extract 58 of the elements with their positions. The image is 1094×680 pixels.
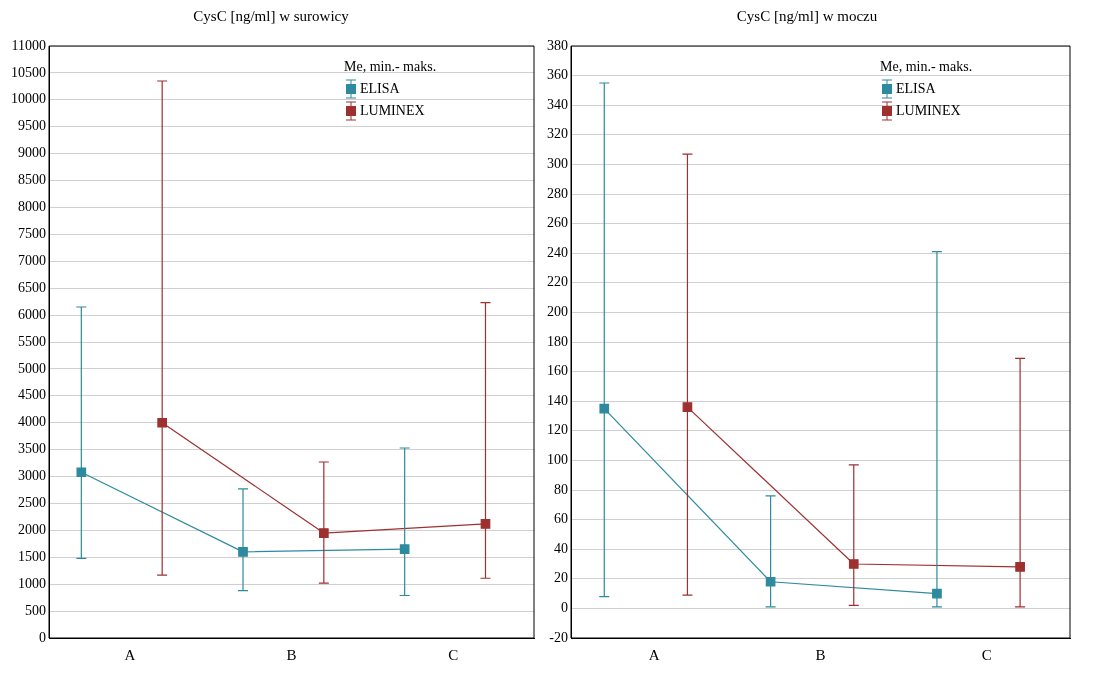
- y-tick-label: 11000: [11, 37, 46, 53]
- y-tick-label: 180: [547, 333, 568, 349]
- y-tick-label: 8500: [18, 172, 46, 188]
- y-tick-label: 140: [547, 392, 568, 408]
- y-tick-label: 7000: [18, 252, 46, 268]
- y-tick-label: 8000: [18, 199, 46, 215]
- y-tick-label: 240: [547, 244, 568, 260]
- legend-title: Me, min.- maks.: [344, 58, 437, 76]
- y-tick-label: 3500: [18, 441, 46, 457]
- x-tick-label: C: [448, 646, 459, 663]
- x-tick-label: B: [286, 646, 297, 663]
- x-tick-label: A: [648, 646, 660, 663]
- y-tick-label: 360: [547, 67, 568, 83]
- y-tick-label: 80: [554, 481, 568, 497]
- y-tick-label: 60: [554, 511, 568, 527]
- y-tick-label: 4500: [18, 387, 46, 403]
- y-tick-label: 1000: [18, 575, 46, 591]
- y-tick-label: 3000: [18, 468, 46, 484]
- y-tick-label: 160: [547, 363, 568, 379]
- x-tick-label: C: [981, 646, 992, 663]
- y-tick-label: 200: [547, 304, 568, 320]
- y-tick-label: 9500: [18, 118, 46, 134]
- chart-title: CysC [ng/ml] w moczu: [736, 7, 878, 24]
- y-tick-label: 220: [547, 274, 568, 290]
- legend-title: Me, min.- maks.: [880, 58, 973, 76]
- y-tick-label: 1500: [18, 548, 46, 564]
- legend-label: ELISA: [896, 80, 936, 98]
- y-tick-label: 260: [547, 215, 568, 231]
- y-tick-label: 6000: [18, 306, 46, 322]
- y-tick-label: 500: [25, 602, 46, 618]
- x-tick-label: B: [815, 646, 826, 663]
- y-tick-label: 280: [547, 185, 568, 201]
- y-tick-label: 4000: [18, 414, 46, 430]
- y-tick-label: 10500: [11, 64, 46, 80]
- legend-label: LUMINEX: [360, 102, 425, 120]
- y-tick-label: 100: [547, 452, 568, 468]
- y-tick-label: 380: [547, 37, 568, 53]
- y-tick-label: 300: [547, 156, 568, 172]
- y-tick-label: 0: [39, 629, 46, 645]
- y-tick-label: 320: [547, 126, 568, 142]
- y-tick-label: 2000: [18, 522, 46, 538]
- y-tick-label: 5500: [18, 333, 46, 349]
- y-tick-label: 120: [547, 422, 568, 438]
- y-tick-label: 2500: [18, 495, 46, 511]
- x-tick-label: A: [124, 646, 136, 663]
- y-tick-label: 340: [547, 96, 568, 112]
- y-tick-label: 0: [561, 600, 568, 616]
- y-tick-label: -20: [549, 629, 568, 645]
- chart-title: CysC [ng/ml] w surowicy: [193, 7, 350, 24]
- y-tick-label: 20: [554, 570, 568, 586]
- y-tick-label: 10000: [11, 91, 46, 107]
- y-tick-label: 6500: [18, 279, 46, 295]
- y-tick-label: 5000: [18, 360, 46, 376]
- y-tick-label: 9000: [18, 145, 46, 161]
- legend-label: ELISA: [360, 80, 400, 98]
- y-tick-label: 40: [554, 540, 568, 556]
- y-tick-label: 7500: [18, 226, 46, 242]
- legend-label: LUMINEX: [896, 102, 961, 120]
